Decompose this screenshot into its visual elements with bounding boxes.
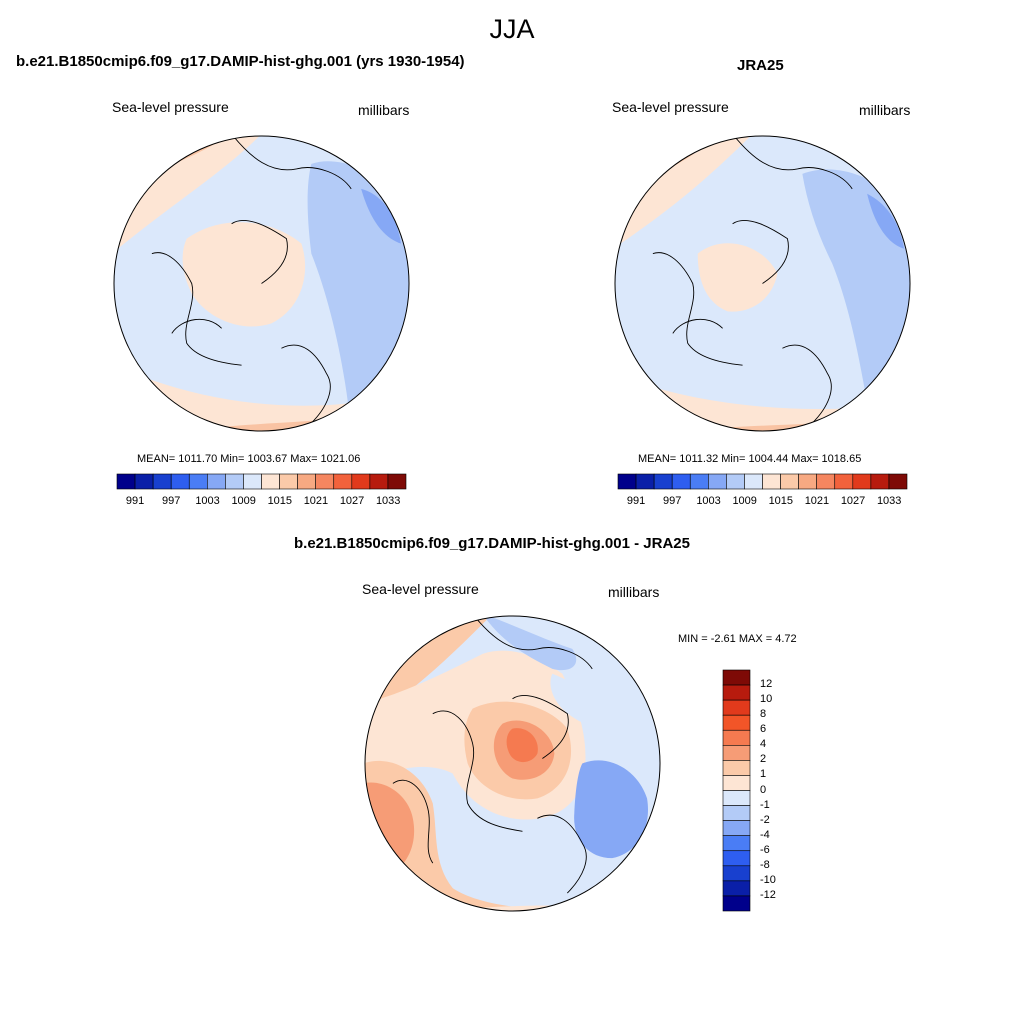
colorbar-tick-label: -4 <box>760 828 770 841</box>
colorbar-swatch <box>722 760 751 776</box>
colorbar-tick-label: 4 <box>760 738 767 751</box>
panel1-stats: MEAN= 1011.70 Min= 1003.67 Max= 1021.06 <box>137 453 361 465</box>
colorbar-swatch <box>816 473 836 490</box>
panel2-colorbar <box>617 473 908 490</box>
colorbar-swatch <box>708 473 727 490</box>
colorbar-tick-label: 991 <box>125 495 145 507</box>
panel1-polar-map <box>113 135 410 432</box>
colorbar-tick-label: 1015 <box>267 495 293 507</box>
colorbar-swatch <box>722 699 751 716</box>
panel3-stats: MIN = -2.61 MAX = 4.72 <box>678 633 797 645</box>
colorbar-swatch <box>243 473 262 490</box>
panel3-units-label: millibars <box>608 584 660 600</box>
colorbar-swatch <box>261 473 280 490</box>
colorbar-tick-label: 1 <box>760 768 767 781</box>
colorbar-swatch <box>225 473 244 490</box>
colorbar-swatch <box>798 473 817 490</box>
colorbar-swatch <box>689 473 709 490</box>
colorbar-swatch <box>722 684 751 701</box>
colorbar-tick-label: -1 <box>760 798 770 811</box>
colorbar-swatch <box>722 805 751 821</box>
colorbar-swatch <box>744 473 763 490</box>
colorbar-tick-label: 997 <box>162 495 181 507</box>
panel2-polar-map <box>614 135 911 432</box>
colorbar-swatch <box>116 473 136 490</box>
panel3-colorbar <box>722 669 751 912</box>
colorbar-swatch <box>387 473 407 490</box>
colorbar-tick-label: 2 <box>760 753 767 766</box>
colorbar-tick-label: -6 <box>760 843 770 856</box>
colorbar-tick-label: -2 <box>760 813 770 826</box>
panel1-colorbar <box>116 473 407 490</box>
colorbar-tick-label: 997 <box>663 495 682 507</box>
colorbar-swatch <box>617 473 637 490</box>
colorbar-swatch <box>722 835 751 852</box>
colorbar-tick-label: -12 <box>760 888 776 901</box>
colorbar-swatch <box>852 473 872 490</box>
panel1-variable-label: Sea-level pressure <box>112 99 229 115</box>
colorbar-swatch <box>722 790 751 806</box>
colorbar-tick-label: 1009 <box>732 495 757 507</box>
colorbar-swatch <box>315 473 335 490</box>
colorbar-swatch <box>722 775 751 791</box>
colorbar-tick-label: 1021 <box>303 495 329 507</box>
colorbar-swatch <box>635 473 655 490</box>
colorbar-tick-label: 1021 <box>804 495 830 507</box>
colorbar-swatch <box>351 473 371 490</box>
colorbar-tick-label: -10 <box>760 873 776 886</box>
colorbar-swatch <box>870 473 890 490</box>
colorbar-swatch <box>722 850 751 867</box>
colorbar-swatch <box>279 473 298 490</box>
colorbar-tick-label: 8 <box>760 708 767 721</box>
colorbar-swatch <box>722 865 751 882</box>
colorbar-tick-label: 1015 <box>768 495 794 507</box>
colorbar-tick-label: 991 <box>626 495 646 507</box>
colorbar-swatch <box>297 473 316 490</box>
colorbar-tick-label: 12 <box>760 678 773 691</box>
colorbar-swatch <box>722 745 751 761</box>
colorbar-tick-label: 6 <box>760 723 767 736</box>
colorbar-swatch <box>207 473 226 490</box>
panel1-title: b.e21.B1850cmip6.f09_g17.DAMIP-hist-ghg.… <box>16 53 465 70</box>
figure-title: JJA <box>489 14 535 44</box>
panel2-stats: MEAN= 1011.32 Min= 1004.44 Max= 1018.65 <box>638 453 862 465</box>
colorbar-swatch <box>722 729 751 746</box>
colorbar-swatch <box>369 473 389 490</box>
colorbar-tick-label: -8 <box>760 858 770 871</box>
colorbar-swatch <box>834 473 854 490</box>
panel2-title: JRA25 <box>737 57 784 74</box>
colorbar-swatch <box>333 473 353 490</box>
colorbar-swatch <box>722 714 751 731</box>
panel3-title: b.e21.B1850cmip6.f09_g17.DAMIP-hist-ghg.… <box>294 535 690 552</box>
colorbar-tick-label: 1003 <box>195 495 220 507</box>
colorbar-tick-label: 1003 <box>696 495 721 507</box>
colorbar-tick-label: 1033 <box>375 495 401 507</box>
panel3-variable-label: Sea-level pressure <box>362 581 479 597</box>
panel1-units-label: millibars <box>358 102 410 118</box>
colorbar-swatch <box>170 473 190 490</box>
panel2-units-label: millibars <box>859 102 911 118</box>
colorbar-swatch <box>653 473 673 490</box>
panel2-variable-label: Sea-level pressure <box>612 99 729 115</box>
colorbar-swatch <box>671 473 691 490</box>
colorbar-swatch <box>188 473 208 490</box>
panel3-polar-map <box>364 615 661 912</box>
colorbar-tick-label: 1027 <box>339 495 365 507</box>
colorbar-swatch <box>722 880 751 897</box>
colorbar-swatch <box>888 473 908 490</box>
colorbar-swatch <box>762 473 781 490</box>
colorbar-swatch <box>152 473 172 490</box>
colorbar-tick-label: 1009 <box>231 495 256 507</box>
colorbar-tick-label: 0 <box>760 783 767 796</box>
colorbar-swatch <box>726 473 745 490</box>
colorbar-swatch <box>722 820 751 836</box>
colorbar-swatch <box>134 473 154 490</box>
colorbar-swatch <box>722 669 751 686</box>
colorbar-tick-label: 1027 <box>840 495 866 507</box>
colorbar-tick-label: 10 <box>760 693 773 706</box>
colorbar-tick-label: 1033 <box>876 495 902 507</box>
colorbar-swatch <box>780 473 799 490</box>
colorbar-swatch <box>722 895 751 912</box>
